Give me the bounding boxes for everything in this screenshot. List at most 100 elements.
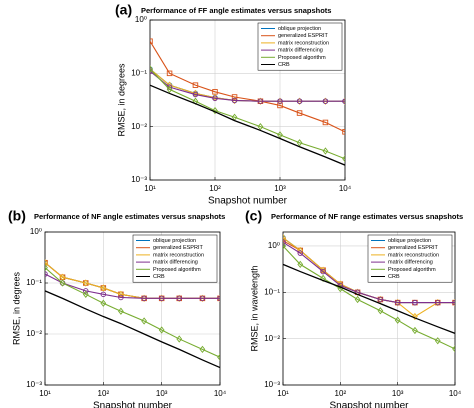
data-point [82,279,89,287]
data-point [192,91,199,98]
data-point [296,98,303,104]
data-point [434,337,441,345]
legend-box [132,234,218,283]
data-point [118,307,124,315]
series-line [150,84,345,166]
legend-label: generalized ESPRIT [153,245,203,251]
data-point [45,271,48,277]
legend-label: oblique projection [388,238,431,244]
data-point [166,81,173,89]
data-point [212,106,218,115]
legend-label: matrix differencing [388,260,433,266]
x-tick-label: 10² [335,389,347,398]
data-point [158,294,165,302]
legend-box [367,234,453,283]
data-point [452,345,455,353]
data-point [199,345,206,353]
data-point [257,97,264,105]
data-point [277,97,283,105]
y-axis-label: RMSE, in degrees [116,63,126,137]
y-tick-label: 10⁻¹ [26,278,42,287]
data-point [141,317,147,325]
plot-frame [282,231,456,386]
series-line [45,290,220,369]
legend-label: matrix reconstruction [153,252,204,258]
series-line [45,273,220,299]
x-tick-label: 10² [98,389,110,398]
y-tick-label: 10⁻² [131,122,147,131]
data-point [320,266,326,274]
series-line [45,267,220,358]
data-point [192,82,199,88]
data-point [412,312,418,321]
data-point [342,129,345,135]
data-point [283,242,286,250]
x-axis-label: Snapshot number [330,401,410,408]
data-point [322,147,329,155]
legend-label: oblique projection [278,26,321,32]
plot-frame [149,19,346,181]
data-point [45,264,48,272]
panel-label: (b) [8,208,26,224]
data-point [342,98,345,104]
series-line [150,68,345,160]
data-point [394,299,401,306]
y-tick-label: 10⁻² [264,334,280,343]
data-point [176,295,182,302]
legend-label: generalized ESPRIT [278,33,328,39]
data-point [100,284,107,292]
legend-label: matrix differencing [278,48,323,54]
data-point [118,294,124,301]
x-axis-label: Snapshot number [93,401,173,408]
data-point [296,110,303,116]
data-point [199,295,206,302]
legend-label: Proposed algorithm [153,267,201,273]
data-point [231,97,238,104]
series-line [283,245,455,350]
data-point [176,294,183,302]
data-point [257,98,264,104]
series-line [150,40,345,133]
x-tick-label: 10³ [156,389,168,398]
data-point [283,239,286,246]
data-point [322,98,329,104]
data-point [158,326,165,334]
y-tick-label: 10⁻² [26,329,42,338]
y-tick-label: 10⁻³ [26,380,42,389]
data-point [296,139,303,147]
x-tick-label: 10⁴ [339,184,352,193]
data-point [166,70,173,77]
x-tick-label: 10² [209,184,221,193]
y-tick-label: 10⁰ [30,227,42,236]
series-line [150,70,345,102]
data-point [150,38,153,44]
data-point [452,299,455,306]
legend-label: generalized ESPRIT [388,245,438,251]
y-axis-label: RMSE, in wavelength [249,265,259,351]
data-point [150,65,153,73]
y-tick-label: 10⁻³ [264,380,280,389]
data-point [320,268,326,275]
data-point [100,291,107,298]
x-tick-label: 10³ [392,389,404,398]
chart-title: Performance of FF angle estimates versus… [141,6,331,15]
data-point [434,299,441,306]
x-tick-label: 10⁴ [449,389,462,398]
chart-title: Performance of NF range estimates versus… [271,212,463,221]
data-point [377,296,384,303]
y-tick-label: 10⁻¹ [131,68,147,77]
data-point [199,294,206,302]
data-point [342,97,345,105]
data-point [82,290,89,298]
x-tick-label: 10¹ [144,184,156,193]
data-point [231,96,238,105]
data-point [45,259,48,267]
data-point [141,295,147,302]
legend-label: CRB [153,274,165,280]
plot-series [283,234,455,353]
x-tick-label: 10¹ [277,389,289,398]
legend-label: matrix reconstruction [278,40,329,46]
x-tick-label: 10⁴ [214,389,227,398]
